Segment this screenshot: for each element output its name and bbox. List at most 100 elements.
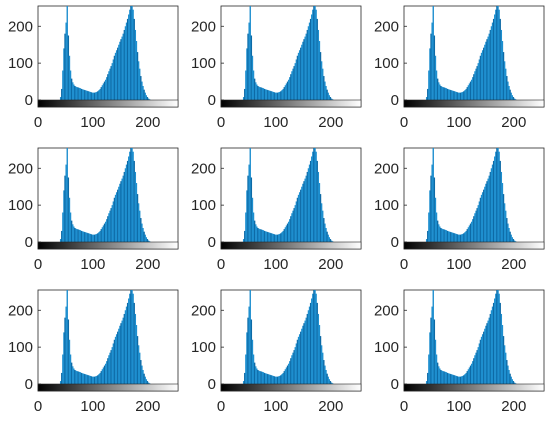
x-tick-label: 200: [318, 398, 343, 415]
histogram-bar: [442, 371, 444, 384]
histogram-bar: [113, 339, 116, 384]
histogram-bar: [123, 29, 126, 100]
histogram-bar: [313, 148, 315, 242]
histogram-bar: [304, 36, 306, 100]
histogram-bar: [69, 70, 72, 100]
histogram-bar: [509, 373, 511, 384]
histogram-bar: [136, 52, 139, 100]
histogram-bar: [433, 177, 436, 242]
histogram-bar: [301, 186, 303, 242]
histogram-bar: [86, 90, 88, 100]
histogram-bar: [285, 225, 288, 242]
histogram-bar: [84, 90, 86, 100]
histogram-bar: [279, 375, 281, 384]
histogram-bar: [255, 224, 257, 242]
histogram-bar: [435, 70, 438, 100]
histogram-bar: [298, 334, 301, 384]
histogram-bar: [79, 372, 82, 384]
histogram-bar: [114, 194, 117, 242]
histogram-bar: [126, 160, 129, 242]
histogram-bar: [308, 306, 311, 384]
histogram-bar: [272, 91, 275, 100]
histogram-bar: [479, 197, 482, 242]
histogram-bar: [141, 81, 143, 100]
histogram-bar: [311, 156, 313, 242]
histogram-bar: [451, 232, 453, 242]
histogram-bar: [451, 374, 453, 384]
histogram-bar: [61, 372, 63, 384]
histogram-bar: [460, 376, 462, 384]
histogram-bar: [81, 373, 84, 384]
histogram-bar: [119, 325, 121, 384]
histogram-bar: [133, 160, 135, 242]
histogram-bar: [70, 220, 73, 242]
histogram-bar: [62, 70, 64, 100]
histogram-bar: [96, 91, 98, 100]
histogram-bar: [439, 84, 441, 100]
histogram-bar: [501, 41, 504, 100]
histogram-bar: [96, 233, 98, 242]
histogram-bar: [96, 375, 98, 384]
histogram-bar: [142, 369, 144, 384]
histogram-bar: [469, 81, 472, 100]
histogram-bar: [250, 319, 253, 384]
histogram-bar: [147, 98, 150, 100]
histogram-bar: [297, 194, 300, 242]
histogram-bar: [282, 230, 284, 242]
histogram-bar: [473, 216, 475, 242]
histogram-bar: [462, 233, 464, 242]
histogram-bar: [253, 220, 256, 242]
histogram-bar: [466, 371, 468, 384]
histogram-bar: [286, 223, 289, 242]
histogram-bar: [512, 381, 515, 384]
histogram-bar: [507, 365, 509, 384]
histogram-bar: [131, 6, 133, 100]
histogram-bar: [250, 35, 253, 100]
histogram-bar: [279, 233, 281, 242]
histogram-bar: [100, 87, 102, 100]
histogram-bar: [461, 234, 463, 242]
histogram-bar: [506, 360, 508, 384]
histogram-bar: [95, 376, 97, 384]
histogram-bar: [468, 83, 471, 100]
histogram-bar: [441, 228, 443, 242]
histogram-bar: [256, 84, 258, 100]
histogram-bar: [278, 234, 280, 242]
y-tick-label: 100: [374, 55, 399, 72]
histogram-bar: [125, 306, 128, 384]
histogram-bar: [245, 354, 247, 384]
histogram-bar: [467, 369, 470, 384]
histogram-bar: [294, 347, 296, 384]
histogram-bar: [293, 66, 295, 100]
histogram-bar: [126, 302, 129, 384]
histogram-bar: [94, 92, 96, 100]
histogram-bar: [242, 97, 245, 100]
histogram-bar: [59, 381, 62, 384]
histogram-bar: [272, 375, 275, 384]
y-tick-label: 0: [208, 92, 216, 109]
histogram-bar: [479, 55, 482, 100]
histogram-bar: [490, 310, 493, 384]
histogram-bar: [136, 194, 139, 242]
histogram-bar: [277, 376, 279, 384]
histogram-bar: [314, 6, 316, 100]
histogram-bar: [487, 178, 489, 242]
histogram-bar: [331, 383, 334, 384]
histogram-bar: [508, 85, 510, 100]
histogram-bar: [313, 290, 315, 384]
histogram-bar: [443, 371, 445, 384]
histogram-bar: [135, 183, 138, 242]
histogram-bar: [283, 229, 285, 242]
x-tick-label: 100: [263, 398, 288, 415]
histogram-bar: [62, 354, 64, 384]
histogram-bar: [287, 79, 290, 100]
histogram-bar: [481, 334, 484, 384]
y-tick-label: 0: [25, 92, 33, 109]
histogram-bar: [133, 302, 135, 384]
histogram-bar: [248, 306, 250, 384]
histogram-bar: [87, 233, 89, 242]
histogram-bar: [268, 374, 270, 384]
histogram-bar: [489, 29, 492, 100]
histogram-bar: [457, 376, 460, 384]
histogram-bar: [479, 339, 482, 384]
